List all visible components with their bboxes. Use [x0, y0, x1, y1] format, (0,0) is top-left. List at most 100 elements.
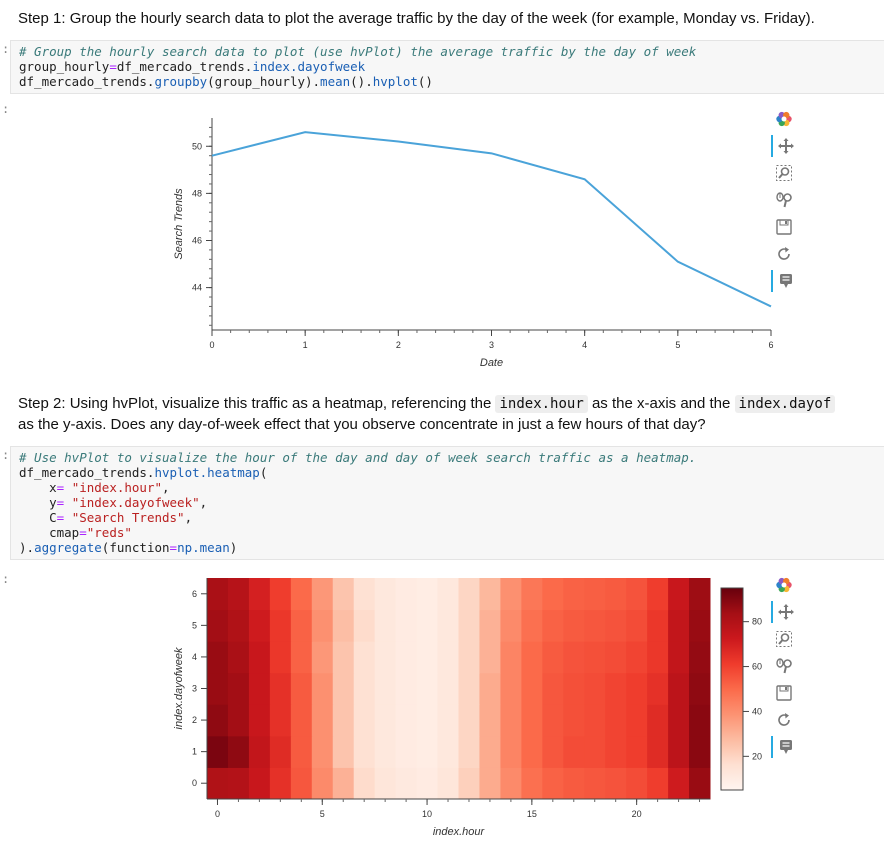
heatmap-cell: [332, 609, 355, 642]
x-tick-label: 15: [527, 809, 537, 819]
step2-heading-line2: as the y-axis. Does any day-of-week effe…: [18, 416, 706, 433]
code-token: =: [56, 510, 72, 525]
heatmap-cell: [458, 767, 480, 800]
heatmap-cell: [647, 704, 669, 737]
heatmap-cell: [416, 609, 439, 642]
heatmap-cell: [353, 578, 376, 611]
heatmap-cell: [521, 609, 543, 642]
x-tick-label: 2: [396, 340, 401, 350]
y-tick-label: 5: [192, 620, 197, 630]
save-icon[interactable]: [771, 682, 797, 704]
heatmap-cell: [500, 609, 522, 642]
heatmap-cell: [500, 767, 522, 800]
wheel-zoom-icon[interactable]: [771, 189, 797, 211]
y-axis-label: Search Trends: [173, 188, 185, 260]
heatmap-cell: [311, 704, 334, 737]
heatmap-cell: [584, 609, 606, 642]
heatmap-cell: [227, 672, 250, 705]
code-cell-2[interactable]: # Use hvPlot to visualize the hour of th…: [10, 446, 884, 560]
heatmap-cell: [227, 578, 250, 611]
heatmap-cell: [290, 735, 313, 768]
heatmap-cell: [584, 641, 606, 674]
code-token: C: [19, 510, 57, 525]
y-tick-label: 44: [192, 283, 202, 293]
code-token: aggregate: [34, 540, 102, 555]
heatmap-cell: [542, 704, 564, 737]
heatmap-cell: [458, 578, 480, 611]
heatmap-chart[interactable]: 0 5 10 15 20 0 1 2 3 4 5 6 index.hour index.dayofweek…: [160, 570, 770, 842]
series-line: [211, 131, 772, 308]
reset-icon[interactable]: [771, 709, 797, 731]
code-cell-1[interactable]: # Group the hourly search data to plot (…: [10, 40, 884, 94]
save-icon[interactable]: [771, 216, 797, 238]
heatmap-cell: [626, 767, 648, 800]
wheel-zoom-icon[interactable]: [771, 655, 797, 677]
heatmap-cell: [374, 641, 397, 674]
code-token: np.mean: [177, 540, 230, 555]
x-tick-label: 5: [675, 340, 680, 350]
code-token: =: [56, 495, 72, 510]
heatmap-cell: [647, 578, 669, 611]
reset-icon[interactable]: [771, 243, 797, 265]
heatmap-cell: [689, 767, 711, 800]
heatmap-cell: [605, 578, 627, 611]
code-token: mean: [320, 74, 351, 89]
pan-icon[interactable]: [771, 135, 799, 157]
logo-icon: [771, 574, 797, 596]
heatmap-cell: [353, 609, 376, 642]
heatmap-cell: [668, 609, 690, 642]
code-token: x: [19, 480, 57, 495]
pan-icon[interactable]: [771, 601, 799, 623]
heatmap-cell: [626, 641, 648, 674]
box-zoom-icon[interactable]: [771, 628, 797, 650]
heatmap-cell: [605, 641, 627, 674]
heatmap-cell: [416, 767, 439, 800]
heatmap-cell: [290, 767, 313, 800]
code-token: "index.dayofweek": [71, 495, 200, 510]
code-token: hvplot.heatmap: [154, 465, 260, 480]
heatmap-cell: [353, 735, 376, 768]
y-tick-label: 2: [192, 715, 197, 725]
heatmap-cell: [437, 641, 459, 674]
heatmap-cell: [332, 704, 355, 737]
code-token: =: [169, 540, 178, 555]
heatmap-cell: [227, 641, 250, 674]
heatmap-cell: [647, 767, 669, 800]
heatmap-cell: [626, 578, 648, 611]
heatmap-cell: [332, 767, 355, 800]
code-token: (group_hourly).: [207, 74, 321, 89]
line-chart[interactable]: 0 1 2 3 4 5 6 44 46 48 50 Date Search Trends: [160, 108, 780, 373]
heatmap-cell: [207, 735, 229, 768]
heatmap-cell: [626, 735, 648, 768]
heatmap-cell: [563, 641, 585, 674]
heatmap-cell: [479, 609, 501, 642]
heatmap-cell: [395, 609, 418, 642]
heatmap-cell: [248, 641, 271, 674]
x-axis-label: Date: [480, 357, 503, 369]
heatmap-cell: [479, 641, 501, 674]
hover-icon[interactable]: [771, 270, 799, 292]
heatmap-cell: [269, 609, 292, 642]
heatmap-cell: [353, 704, 376, 737]
code-comment: # Use hvPlot to visualize the hour of th…: [19, 450, 697, 465]
heatmap-cell: [563, 578, 585, 611]
x-axis-label: index.hour: [433, 826, 486, 838]
heatmap-cell: [542, 672, 564, 705]
code-token: "Search Trends": [71, 510, 185, 525]
box-zoom-icon[interactable]: [771, 162, 797, 184]
heatmap-cell: [311, 767, 334, 800]
code-token: ,: [162, 480, 170, 495]
heatmap-cell: [353, 672, 376, 705]
heatmap-cell: [207, 578, 229, 611]
heatmap-cell: [311, 641, 334, 674]
heatmap-cell: [437, 609, 459, 642]
x-tick-label: 4: [582, 340, 587, 350]
heatmap-cell: [605, 609, 627, 642]
y-tick-label: 4: [192, 652, 197, 662]
heatmap-cell: [626, 609, 648, 642]
heatmap-cell: [458, 609, 480, 642]
heatmap-cell: [479, 672, 501, 705]
hover-icon[interactable]: [771, 736, 799, 758]
heatmap-cell: [311, 735, 334, 768]
colorbar-tick-label: 60: [752, 662, 762, 672]
